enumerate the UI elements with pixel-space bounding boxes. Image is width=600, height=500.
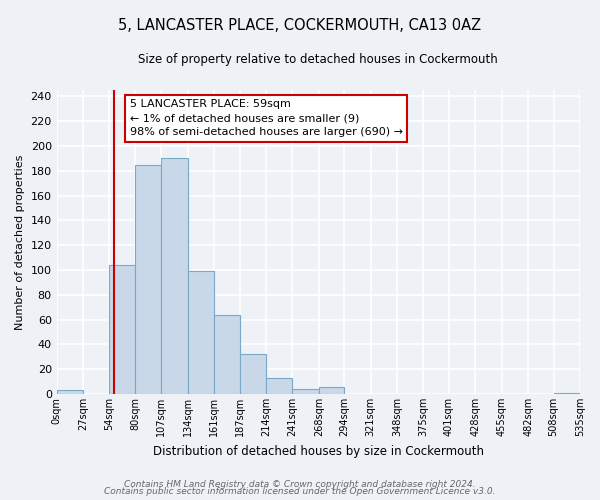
Bar [292,389,319,394]
Bar [161,158,188,394]
Bar [266,378,292,394]
Text: 5, LANCASTER PLACE, COCKERMOUTH, CA13 0AZ: 5, LANCASTER PLACE, COCKERMOUTH, CA13 0A… [118,18,482,32]
Text: 5 LANCASTER PLACE: 59sqm
← 1% of detached houses are smaller (9)
98% of semi-det: 5 LANCASTER PLACE: 59sqm ← 1% of detache… [130,100,403,138]
X-axis label: Distribution of detached houses by size in Cockermouth: Distribution of detached houses by size … [153,444,484,458]
Bar [188,272,214,394]
Bar [554,393,580,394]
Bar [109,265,135,394]
Text: Contains HM Land Registry data © Crown copyright and database right 2024.: Contains HM Land Registry data © Crown c… [124,480,476,489]
Bar [319,386,344,394]
Bar [214,314,239,394]
Y-axis label: Number of detached properties: Number of detached properties [15,154,25,330]
Text: Contains public sector information licensed under the Open Government Licence v3: Contains public sector information licen… [104,487,496,496]
Bar [135,164,161,394]
Bar [239,354,266,394]
Bar [56,390,83,394]
Title: Size of property relative to detached houses in Cockermouth: Size of property relative to detached ho… [139,52,498,66]
